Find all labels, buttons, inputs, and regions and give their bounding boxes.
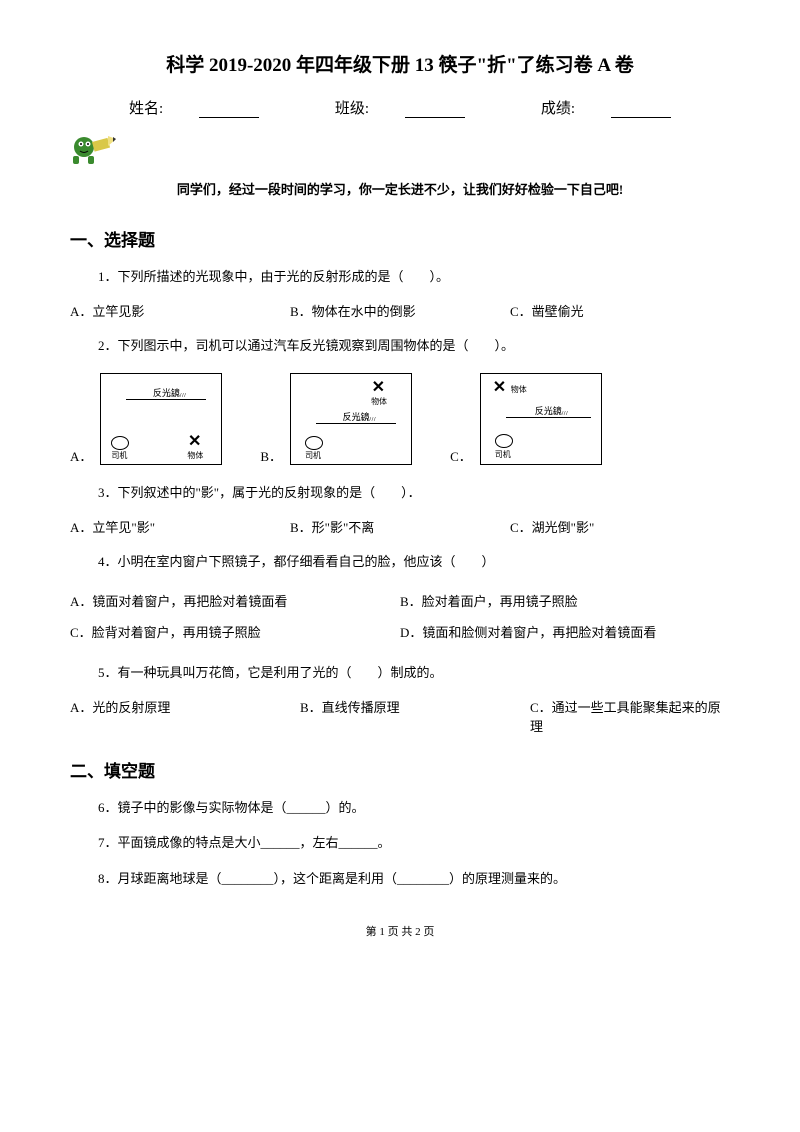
object-label: 物体 — [511, 384, 527, 395]
score-label: 成绩: — [541, 101, 575, 117]
driver-label: 司机 — [111, 450, 127, 461]
q4-opt-b[interactable]: B．脸对着面户，再用镜子照脸 — [400, 591, 730, 610]
object-label: 物体 — [371, 396, 387, 407]
q2-opt-c-label[interactable]: C． — [450, 446, 472, 465]
driver-label: 司机 — [495, 449, 511, 460]
section-2-title: 二、填空题 — [70, 757, 730, 782]
q4-options: A．镜面对着窗户，再把脸对着镜面看 B．脸对着面户，再用镜子照脸 C．脸背对着窗… — [70, 585, 730, 647]
q2-opt-a-label[interactable]: A． — [70, 446, 92, 465]
q4-opt-c[interactable]: C．脸背对着窗户，再用镜子照脸 — [70, 622, 400, 641]
class-label: 班级: — [335, 101, 369, 117]
q3-options: A．立竿见"影" B．形"影"不离 C．湖光倒"影" — [70, 517, 730, 536]
question-8: 8．月球距离地球是（________），这个距离是利用（________）的原理… — [98, 869, 730, 889]
q3-opt-b[interactable]: B．形"影"不离 — [290, 517, 510, 536]
q1-options: A．立竿见影 B．物体在水中的倒影 C．凿壁偷光 — [70, 301, 730, 320]
q5-opt-b[interactable]: B．直线传播原理 — [300, 697, 530, 735]
q2-diagrams: A． 反光镜 司机 ✕ 物体 B． ✕ 物体 反光镜 司机 C． ✕ — [70, 373, 730, 465]
question-5: 5．有一种玩具叫万花筒，它是利用了光的（ ）制成的。 — [98, 663, 730, 683]
question-3: 3．下列叙述中的"影"，属于光的反射现象的是（ ）． — [98, 483, 730, 503]
question-4: 4．小明在室内窗户下照镜子，都仔细看看自己的脸，他应该（ ） — [98, 552, 730, 572]
q4-opt-a[interactable]: A．镜面对着窗户，再把脸对着镜面看 — [70, 591, 400, 610]
q5-opt-c[interactable]: C．通过一些工具能聚集起来的原理 — [530, 697, 730, 735]
pencil-icon — [70, 128, 120, 166]
score-blank[interactable] — [611, 103, 671, 118]
q2-diagram-c: ✕ 物体 反光镜 司机 — [480, 373, 602, 465]
section-1-title: 一、选择题 — [70, 226, 730, 251]
header-fields: 姓名: 班级: 成绩: — [70, 97, 730, 118]
q3-opt-c[interactable]: C．湖光倒"影" — [510, 517, 730, 536]
object-label: 物体 — [187, 450, 203, 461]
q2-opt-b-label[interactable]: B． — [260, 446, 282, 465]
q3-opt-a[interactable]: A．立竿见"影" — [70, 517, 290, 536]
q5-opt-a[interactable]: A．光的反射原理 — [70, 697, 300, 735]
intro-text: 同学们，经过一段时间的学习，你一定长进不少，让我们好好检验一下自己吧! — [70, 179, 730, 198]
q1-opt-c[interactable]: C．凿壁偷光 — [510, 301, 730, 320]
page-title: 科学 2019-2020 年四年级下册 13 筷子"折"了练习卷 A 卷 — [70, 50, 730, 77]
q1-opt-b[interactable]: B．物体在水中的倒影 — [290, 301, 510, 320]
q5-options: A．光的反射原理 B．直线传播原理 C．通过一些工具能聚集起来的原理 — [70, 697, 730, 735]
name-label: 姓名: — [129, 101, 163, 117]
question-7: 7．平面镜成像的特点是大小______，左右______。 — [98, 833, 730, 853]
page-number: 第 1 页 共 2 页 — [70, 923, 730, 939]
question-6: 6．镜子中的影像与实际物体是（______）的。 — [98, 798, 730, 818]
q4-opt-d[interactable]: D．镜面和脸侧对着窗户，再把脸对着镜面看 — [400, 622, 730, 641]
driver-label: 司机 — [305, 450, 321, 461]
q2-diagram-a: 反光镜 司机 ✕ 物体 — [100, 373, 222, 465]
q1-opt-a[interactable]: A．立竿见影 — [70, 301, 290, 320]
q2-diagram-b: ✕ 物体 反光镜 司机 — [290, 373, 412, 465]
question-2: 2．下列图示中，司机可以通过汽车反光镜观察到周围物体的是（ ）。 — [98, 336, 730, 356]
class-blank[interactable] — [405, 103, 465, 118]
question-1: 1．下列所描述的光现象中，由于光的反射形成的是（ ）。 — [98, 267, 730, 287]
pencil-icon-row — [70, 128, 730, 171]
name-blank[interactable] — [199, 103, 259, 118]
